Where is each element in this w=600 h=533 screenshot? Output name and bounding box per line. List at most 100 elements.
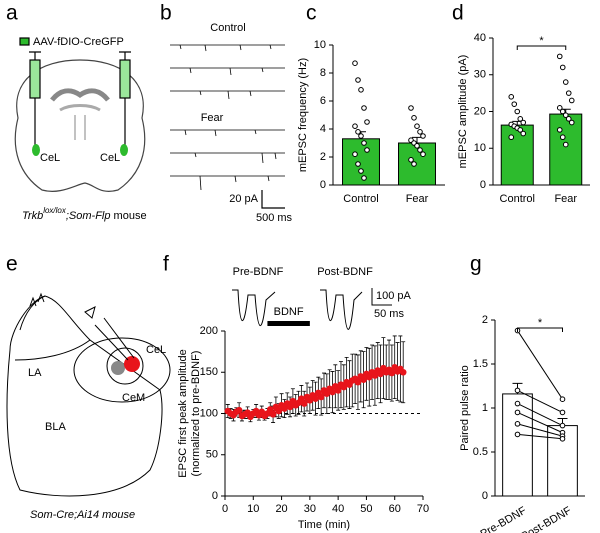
data-point [562, 141, 569, 148]
y-tick-label: 8 [320, 67, 326, 79]
data-point [388, 369, 396, 377]
data-point [514, 400, 521, 407]
data-point [235, 406, 243, 414]
trace-group-label: Control [210, 22, 245, 34]
panel-letter: c [306, 2, 317, 25]
scale-label: 20 pA [229, 193, 258, 205]
data-point [565, 90, 572, 96]
data-point [371, 372, 379, 379]
data-point [329, 388, 336, 396]
y-tick-label: 0 [212, 490, 218, 502]
y-tick-label: 200 [200, 325, 218, 337]
data-point [365, 373, 373, 381]
data-point [377, 370, 384, 378]
mouse-label: Trkblox/lox;Som-Flp mouse [22, 206, 147, 222]
data-point [361, 175, 367, 181]
panel-letter: e [6, 253, 18, 276]
y-tick-label: 2 [320, 151, 326, 163]
treatment-bar [267, 321, 310, 326]
data-point [559, 108, 566, 115]
data-point [514, 387, 521, 394]
data-point [562, 112, 569, 118]
data-point [360, 376, 367, 383]
data-point [556, 105, 563, 111]
y-tick-label: 1.5 [473, 358, 488, 370]
y-tick-label: 0 [482, 490, 488, 502]
data-point [420, 133, 426, 139]
data-point [352, 60, 358, 67]
data-point [323, 390, 331, 398]
data-point [266, 406, 274, 413]
data-point [411, 115, 417, 121]
y-tick-label: 0 [480, 179, 486, 191]
x-tick-label: Control [343, 193, 378, 205]
x-tick-label: Pre-BDNF [479, 505, 529, 533]
data-point [286, 403, 294, 411]
x-tick-label: 70 [417, 503, 429, 515]
data-point [300, 400, 308, 407]
mouse-label: Som-Cre;Ai14 mouse [30, 509, 135, 521]
data-point [408, 105, 414, 111]
pair-line [517, 330, 563, 400]
data-point [361, 105, 367, 111]
data-point [511, 101, 518, 107]
y-axis-label: mEPSC amplitude (pA) [457, 55, 469, 169]
data-point [355, 129, 361, 135]
significance-bracket [517, 327, 563, 332]
y-axis-label: EPSC first peak amplitude [177, 349, 189, 477]
region-label: CeM [122, 392, 145, 404]
data-point [355, 161, 361, 167]
y-tick-label: 150 [200, 366, 218, 378]
data-point [352, 151, 358, 157]
pair-line [517, 411, 563, 434]
traces [170, 44, 285, 209]
bar [398, 142, 436, 186]
data-point [364, 119, 370, 125]
data-point [358, 168, 364, 174]
pair-line [517, 403, 563, 427]
y-tick-label: 6 [320, 95, 326, 107]
y-tick-label: 10 [314, 39, 326, 51]
y-axis-label: Paired pulse ratio [459, 365, 471, 451]
data-point [559, 422, 566, 429]
panel-letter: a [6, 2, 18, 25]
data-point [281, 405, 288, 412]
data-point [559, 64, 566, 71]
y-tick-label: 0.5 [473, 446, 488, 458]
x-tick-label: Fear [406, 193, 429, 205]
brain-diagram [14, 37, 146, 192]
data-point [559, 396, 566, 403]
pair-line [517, 433, 563, 440]
panel-letter: d [452, 2, 464, 25]
data-point [508, 134, 515, 141]
data-point [514, 431, 521, 438]
data-point [508, 94, 515, 100]
virus-label: AAV-fDIO-CreGFP [33, 36, 124, 48]
panel-letter: g [470, 253, 482, 276]
data-point [306, 397, 314, 404]
region-label: LA [28, 367, 42, 379]
x-tick-label: Control [500, 193, 535, 205]
scale-label: 500 ms [256, 212, 293, 224]
data-point [411, 161, 417, 167]
y-axis-label: (normalized to pre-BDNF) [190, 351, 202, 477]
data-point [358, 87, 364, 93]
data-point [354, 378, 362, 386]
data-point [361, 140, 367, 146]
significance-label: * [538, 317, 543, 329]
y-axis-label: mEPSC frequency (Hz) [297, 58, 309, 172]
x-tick-label: Post-BDNF [519, 505, 573, 533]
amygdala-diagram [6, 292, 171, 497]
gene: Trkb [22, 210, 43, 222]
y-tick-label: 50 [206, 449, 218, 461]
data-point [556, 53, 563, 60]
data-point [514, 421, 521, 427]
y-tick-label: 20 [474, 105, 486, 117]
x-tick-label: Fear [554, 193, 577, 205]
data-point [568, 119, 575, 126]
data-point [559, 409, 566, 416]
inset-label: Pre-BDNF [233, 266, 284, 278]
region-label: CeL [40, 152, 60, 164]
significance-bracket [516, 45, 567, 50]
